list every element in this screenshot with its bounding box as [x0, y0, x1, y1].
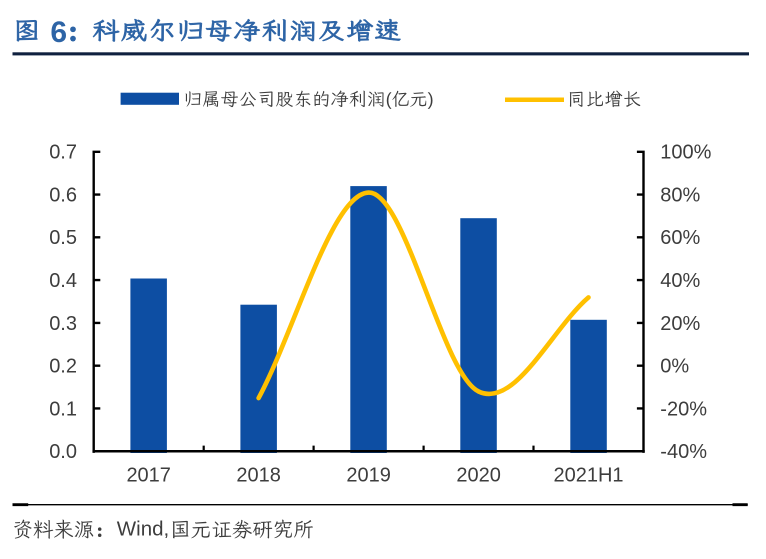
svg-text:2018: 2018 — [236, 464, 281, 486]
svg-text:2021H1: 2021H1 — [553, 464, 623, 486]
svg-text:20%: 20% — [660, 313, 700, 335]
svg-text:2019: 2019 — [346, 464, 391, 486]
svg-text:-20%: -20% — [660, 398, 707, 420]
svg-text:0%: 0% — [660, 356, 689, 378]
svg-text:80%: 80% — [660, 185, 700, 207]
svg-text:6: 6 — [50, 16, 67, 49]
svg-text:0.4: 0.4 — [49, 270, 77, 292]
svg-text:Wind,: Wind, — [117, 518, 169, 541]
svg-text:2020: 2020 — [456, 464, 501, 486]
svg-text:0.7: 0.7 — [49, 142, 77, 164]
svg-text:0.1: 0.1 — [49, 398, 77, 420]
svg-text:60%: 60% — [660, 227, 700, 249]
svg-text:0.0: 0.0 — [49, 441, 77, 463]
svg-text:40%: 40% — [660, 270, 700, 292]
svg-text:0.2: 0.2 — [49, 356, 77, 378]
svg-text:100%: 100% — [660, 142, 711, 164]
svg-text:0.5: 0.5 — [49, 227, 77, 249]
svg-text:-40%: -40% — [660, 441, 707, 463]
svg-text:2017: 2017 — [126, 464, 171, 486]
svg-text:0.6: 0.6 — [49, 185, 77, 207]
svg-text:0.3: 0.3 — [49, 313, 77, 335]
